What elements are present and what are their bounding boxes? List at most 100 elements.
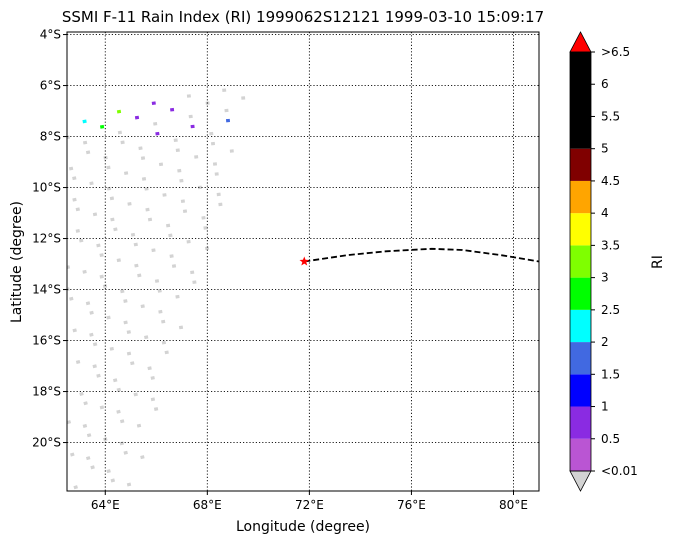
swath-pixel (177, 168, 182, 173)
swath-pixel (209, 131, 214, 136)
swath-pixel (186, 94, 191, 98)
swath-pixel (82, 269, 87, 274)
swath-pixel (106, 469, 111, 474)
swath-pixel (73, 485, 78, 490)
rain-pixel (134, 115, 140, 120)
swath-pixel (150, 375, 155, 380)
swath-pixel (123, 171, 129, 175)
swath-pixel (154, 279, 160, 283)
swath-pixel (153, 121, 158, 126)
swath-pixel (90, 465, 95, 470)
swath-pixel (109, 346, 114, 351)
swath-pixel (229, 149, 234, 153)
swath-pixel (106, 165, 111, 170)
swath-pixel (106, 315, 111, 320)
swath-pixel (130, 361, 135, 366)
swath-pixel (140, 304, 145, 309)
colorbar-tick-label: 5 (601, 142, 609, 156)
swath-pixel (113, 378, 118, 383)
swath-pixel (83, 401, 88, 406)
swath-pixel (116, 387, 122, 392)
swath-pixel (75, 228, 80, 233)
colorbar-segment (570, 245, 591, 278)
swath-pixel (136, 423, 142, 428)
y-tick-label: 16°S (32, 334, 61, 348)
swath-pixel (157, 288, 162, 293)
swath-pixel (113, 227, 118, 232)
swath-pixel (205, 246, 210, 251)
swath-pixel (182, 209, 188, 214)
swath-pixel (179, 178, 184, 183)
colorbar-segment (570, 277, 591, 310)
swath-pixel (140, 455, 145, 460)
swath-pixel (123, 450, 128, 455)
swath-pixel (123, 320, 128, 325)
swath-pixel (171, 264, 177, 268)
storm-track (304, 247, 539, 263)
swath-pixel (203, 226, 208, 230)
storm-position (299, 256, 309, 266)
swath-pixel (165, 223, 171, 228)
swath-pixel (85, 150, 91, 155)
colorbar-tick-label: 2.5 (601, 303, 620, 317)
swath-pixel (134, 263, 139, 268)
swath-pixel (89, 332, 94, 337)
swath-pixel (120, 289, 125, 294)
rain-pixel (116, 109, 122, 114)
swath-pixel (120, 140, 125, 145)
colorbar-label: RI (650, 255, 666, 269)
colorbar-segment (570, 148, 591, 181)
swath-pixel (78, 494, 83, 498)
colorbar-segment (570, 406, 591, 439)
swath-pixel (212, 162, 218, 166)
swath-pixel (126, 330, 131, 334)
swath-pixel (58, 482, 63, 486)
storm-center-star (299, 256, 309, 266)
swath-pixel (110, 478, 116, 483)
swath-pixel (241, 96, 246, 100)
x-tick-label: 80°E (499, 498, 528, 512)
x-axis-ticks: 64°E 68°E 72°E 76°E 80°E (91, 491, 528, 512)
swath-pixel (89, 310, 94, 315)
colorbar-under-arrow (569, 470, 592, 492)
swath-pixel (92, 342, 98, 347)
colorbar-segment (570, 342, 591, 375)
swath-pixel (180, 199, 185, 204)
colorbar-segment (570, 374, 591, 407)
rain-pixel (155, 131, 160, 136)
y-tick-label: 8°S (40, 130, 61, 144)
colorbar-tick-label: 4 (601, 206, 609, 220)
swath-pixel (99, 274, 104, 279)
y-tick-label: 18°S (32, 385, 61, 399)
rain-pixel (151, 101, 156, 106)
x-tick-label: 72°E (295, 498, 324, 512)
swath-pixel (192, 280, 197, 285)
swath-pixel (116, 409, 121, 414)
swath-pixel (147, 217, 153, 222)
swath-pixel (67, 420, 72, 425)
swath-pixel (194, 155, 199, 159)
swath-pixel (150, 397, 156, 402)
plot-frame (66, 31, 540, 492)
swath-pixel (190, 270, 195, 275)
colorbar-frame (569, 51, 592, 472)
swath-pixel (96, 243, 101, 248)
swath-pixel (175, 294, 180, 299)
colorbar-tick-label: 6 (601, 77, 609, 91)
swath-pixel (153, 407, 159, 411)
swath-pixel (127, 202, 132, 206)
swath-pixel (144, 335, 149, 340)
y-axis-label: Latitude (degree) (9, 201, 25, 323)
swath-pixel (138, 146, 143, 151)
swath-pixel (86, 433, 92, 438)
swath-pixel (133, 242, 138, 247)
swath-pixel (218, 202, 223, 207)
colorbar-tick-label: 0.5 (601, 432, 620, 446)
colorbar-tick-label: 1.5 (601, 367, 620, 381)
x-tick-label: 76°E (397, 498, 426, 512)
rain-pixels (82, 101, 231, 136)
swath-pixel (72, 328, 77, 333)
rain-pixel (170, 107, 175, 112)
colorbar-segment (570, 180, 591, 214)
